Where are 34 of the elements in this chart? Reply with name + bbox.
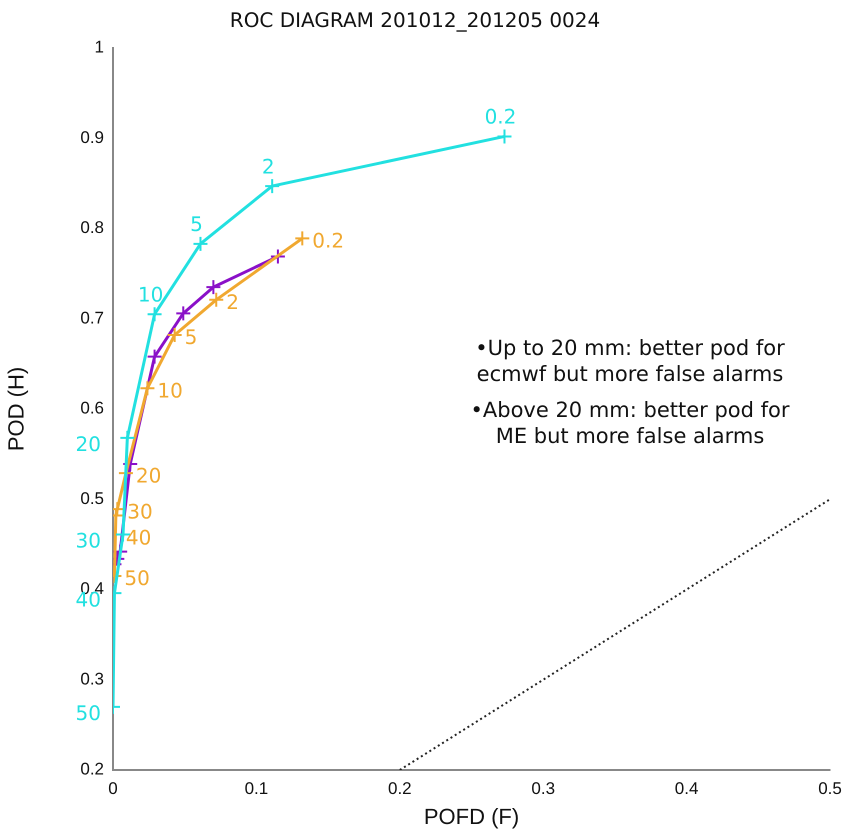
annotation: 2 bbox=[262, 154, 275, 178]
y-tick-label: 0.8 bbox=[80, 218, 104, 238]
annotation: 20 bbox=[76, 432, 101, 456]
x-tick-label: 0 bbox=[108, 778, 118, 798]
annotation: 5 bbox=[190, 212, 203, 236]
x-tick-label: 0.1 bbox=[244, 778, 268, 798]
y-axis-title: POD (H) bbox=[3, 366, 28, 452]
annotation: 40 bbox=[126, 526, 152, 550]
y-tick-label: 0.6 bbox=[80, 398, 104, 418]
annotation: •Up to 20 mm: better pod for ecmwf but more false alarms bbox=[474, 335, 786, 387]
annotation: 30 bbox=[127, 499, 153, 524]
annotation: 50 bbox=[124, 566, 150, 590]
x-axis-title: POFD (F) bbox=[424, 804, 520, 829]
chart-title: ROC DIAGRAM 201012_201205 0024 bbox=[230, 8, 600, 32]
annotation: 0.2 bbox=[312, 228, 344, 253]
annotation: 10 bbox=[138, 282, 164, 306]
x-tick-label: 0.5 bbox=[818, 778, 842, 798]
annotation: 10 bbox=[157, 378, 183, 402]
annotation: 50 bbox=[76, 701, 101, 726]
y-tick-label: 0.5 bbox=[80, 488, 104, 508]
y-tick-label: 0.9 bbox=[80, 128, 104, 147]
annotation: 20 bbox=[136, 463, 162, 488]
y-tick-label: 0.3 bbox=[80, 669, 104, 688]
x-tick-label: 0.2 bbox=[388, 778, 412, 798]
annotation: 2 bbox=[226, 290, 239, 314]
x-tick-label: 0.4 bbox=[674, 778, 698, 798]
y-tick-label: 0.7 bbox=[80, 308, 104, 328]
y-tick-label: 0.2 bbox=[80, 760, 104, 779]
annotation: 5 bbox=[184, 325, 198, 350]
annotation: 0.2 bbox=[484, 104, 516, 129]
y-tick-label: 1 bbox=[94, 38, 104, 57]
x-tick-label: 0.3 bbox=[531, 778, 556, 798]
annotation: •Above 20 mm: better pod for ME but more false alarms bbox=[470, 397, 790, 449]
annotation: 30 bbox=[76, 528, 101, 553]
